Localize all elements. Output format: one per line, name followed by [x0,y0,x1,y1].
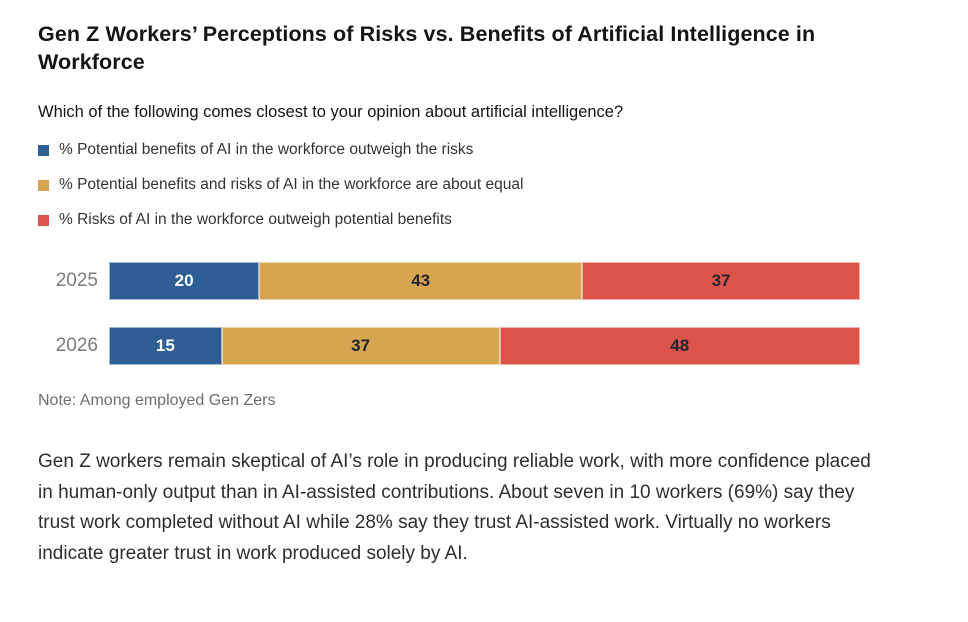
body-paragraph: Gen Z workers remain skeptical of AI’s r… [38,451,871,564]
stacked-bar-chart: 2025 20 43 37 2026 15 37 48 [38,262,930,365]
bar-row: 2026 15 37 48 [38,327,930,365]
bar-segment: 48 [499,327,860,365]
legend-swatch-icon [38,179,49,191]
year-label: 2026 [55,335,98,356]
bar-value-label: 37 [351,336,371,355]
legend-label: % Potential benefits and risks of AI in … [59,176,524,193]
stacked-bar: 15 37 48 [109,327,860,365]
bar-segment: 15 [109,327,222,365]
report-page: Gen Z Workers’ Perceptions of Risks vs. … [38,22,930,564]
year-label: 2025 [55,270,98,291]
legend-label: % Risks of AI in the workforce outweigh … [59,211,452,228]
bar-value-label: 20 [174,271,194,290]
stacked-bar: 20 43 37 [109,262,860,300]
survey-question: Which of the following comes closest to … [38,103,624,121]
legend-item: % Potential benefits and risks of AI in … [38,176,930,193]
chart-legend: % Potential benefits of AI in the workfo… [38,141,930,228]
legend-swatch-icon [38,144,49,156]
bar-value-label: 37 [711,271,731,290]
bar-value-label: 43 [411,271,431,290]
bar-row: 2025 20 43 37 [38,262,930,300]
bar-value-label: 15 [155,336,175,355]
chart-note: Note: Among employed Gen Zers [38,392,276,409]
legend-label: % Potential benefits of AI in the workfo… [59,141,474,158]
bar-segment: 43 [259,262,583,300]
bar-value-label: 48 [670,336,690,355]
bar-segment: 37 [582,262,860,300]
bar-segment: 37 [221,327,500,365]
legend-item: % Risks of AI in the workforce outweigh … [38,211,930,228]
bar-segment: 20 [109,262,260,300]
legend-item: % Potential benefits of AI in the workfo… [38,141,930,158]
page-title: Gen Z Workers’ Perceptions of Risks vs. … [38,22,816,74]
legend-swatch-icon [38,214,49,226]
